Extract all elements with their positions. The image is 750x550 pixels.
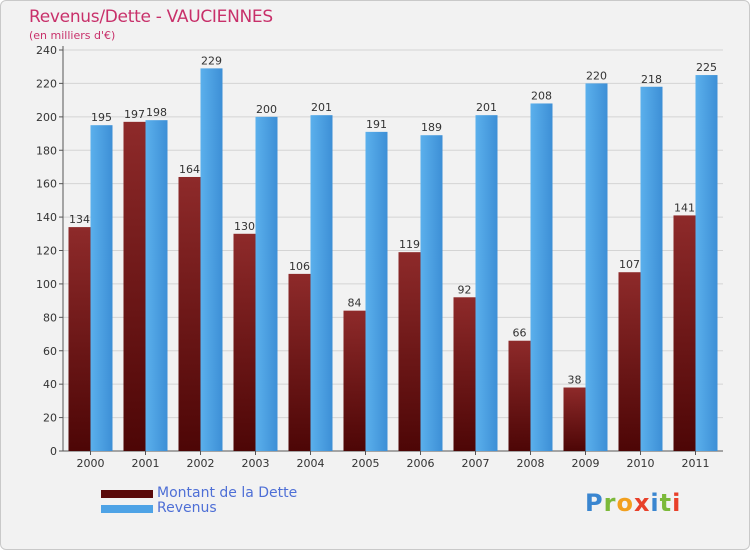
logo-letter: i	[650, 489, 660, 517]
data-label-dette: 164	[179, 163, 200, 176]
bar-dette	[508, 340, 531, 451]
data-label-dette: 197	[124, 108, 145, 121]
y-tick-label: 200	[36, 111, 57, 124]
legend-label-revenus: Revenus	[157, 500, 217, 516]
data-label-revenus: 218	[641, 73, 662, 86]
y-tick-label: 80	[43, 311, 57, 324]
bar-dette	[343, 310, 366, 451]
legend-swatch-dette	[101, 490, 153, 498]
data-label-revenus: 195	[91, 111, 112, 124]
bars	[68, 68, 718, 452]
data-label-revenus: 191	[366, 118, 387, 131]
bar-dette	[453, 297, 476, 451]
data-label-dette: 106	[289, 260, 310, 273]
y-tick-label: 40	[43, 378, 57, 391]
logo-letter: P	[585, 489, 604, 517]
y-tick-label: 220	[36, 77, 57, 90]
legend-swatch-revenus	[101, 505, 153, 513]
bar-dette	[233, 233, 256, 451]
x-tick-label: 2002	[187, 457, 215, 470]
bar-dette	[563, 387, 586, 451]
logo-letter: x	[633, 489, 651, 517]
bar-dette	[673, 215, 696, 451]
data-label-dette: 107	[619, 258, 640, 271]
data-label-dette: 134	[69, 213, 90, 226]
bar-revenus	[90, 125, 113, 451]
data-label-dette: 119	[399, 238, 420, 251]
data-label-revenus: 201	[476, 101, 497, 114]
x-tick-label: 2009	[572, 457, 600, 470]
data-label-dette: 141	[674, 201, 695, 214]
bar-revenus	[200, 68, 223, 452]
data-labels: 134 195 197 198 164 229 130 200 106 201 84 191 119 18…	[69, 54, 717, 386]
data-label-dette: 38	[568, 374, 582, 387]
data-label-dette: 84	[348, 297, 362, 310]
chart-title: Revenus/Dette - VAUCIENNES	[29, 7, 273, 27]
data-label-revenus: 189	[421, 121, 442, 134]
data-label-revenus: 208	[531, 89, 552, 102]
bar-revenus	[640, 86, 663, 451]
data-label-revenus: 200	[256, 103, 277, 116]
y-tick-label: 60	[43, 345, 57, 358]
data-label-revenus: 225	[696, 61, 717, 74]
legend-label-dette: Montant de la Dette	[157, 485, 298, 501]
data-label-revenus: 201	[311, 101, 332, 114]
logo-letter: r	[603, 489, 617, 517]
y-tick-label: 20	[43, 412, 57, 425]
bar-revenus	[475, 115, 498, 451]
bar-revenus	[420, 135, 443, 451]
y-tick-label: 120	[36, 245, 57, 258]
x-tick-label: 2004	[297, 457, 325, 470]
chart-subtitle: (en milliers d'€)	[29, 29, 116, 42]
logo-letter: o	[616, 489, 634, 517]
y-tick-label: 0	[50, 445, 57, 458]
y-tick-label: 240	[36, 44, 57, 57]
x-tick-label: 2010	[627, 457, 655, 470]
x-tick-label: 2005	[352, 457, 380, 470]
logo-letter: i	[672, 489, 682, 517]
bar-dette	[288, 273, 311, 451]
data-label-dette: 130	[234, 220, 255, 233]
data-label-revenus: 229	[201, 54, 222, 67]
y-tick-label: 100	[36, 278, 57, 291]
x-tick-label: 2003	[242, 457, 270, 470]
y-tick-label: 180	[36, 144, 57, 157]
x-tick-label: 2008	[517, 457, 545, 470]
x-tick-label: 2000	[77, 457, 105, 470]
y-tick-label: 140	[36, 211, 57, 224]
bar-revenus	[695, 75, 718, 451]
grid-lines	[63, 49, 723, 419]
y-tick-label: 160	[36, 178, 57, 191]
data-label-revenus: 198	[146, 106, 167, 119]
bar-dette	[398, 252, 421, 451]
bar-dette	[68, 227, 91, 451]
bar-revenus	[145, 120, 168, 452]
bar-revenus	[255, 116, 278, 451]
x-tick-label: 2007	[462, 457, 490, 470]
x-tick-label: 2011	[682, 457, 710, 470]
data-label-dette: 66	[513, 327, 527, 340]
bar-dette	[123, 121, 146, 452]
bar-revenus	[310, 115, 333, 451]
x-tick-label: 2001	[132, 457, 160, 470]
proxiti-logo: Proxiti	[585, 489, 681, 517]
bar-revenus	[365, 131, 388, 451]
bar-dette	[618, 272, 641, 451]
axes: 0 20 40 60 80 100 120 140 160 180 200 220 240 2000 200…	[36, 44, 723, 470]
bar-revenus	[585, 83, 608, 452]
data-label-dette: 92	[458, 283, 472, 296]
bar-dette	[178, 176, 201, 451]
bar-revenus	[530, 103, 553, 451]
logo-letter: t	[659, 489, 673, 517]
data-label-revenus: 220	[586, 69, 607, 82]
x-tick-label: 2006	[407, 457, 435, 470]
